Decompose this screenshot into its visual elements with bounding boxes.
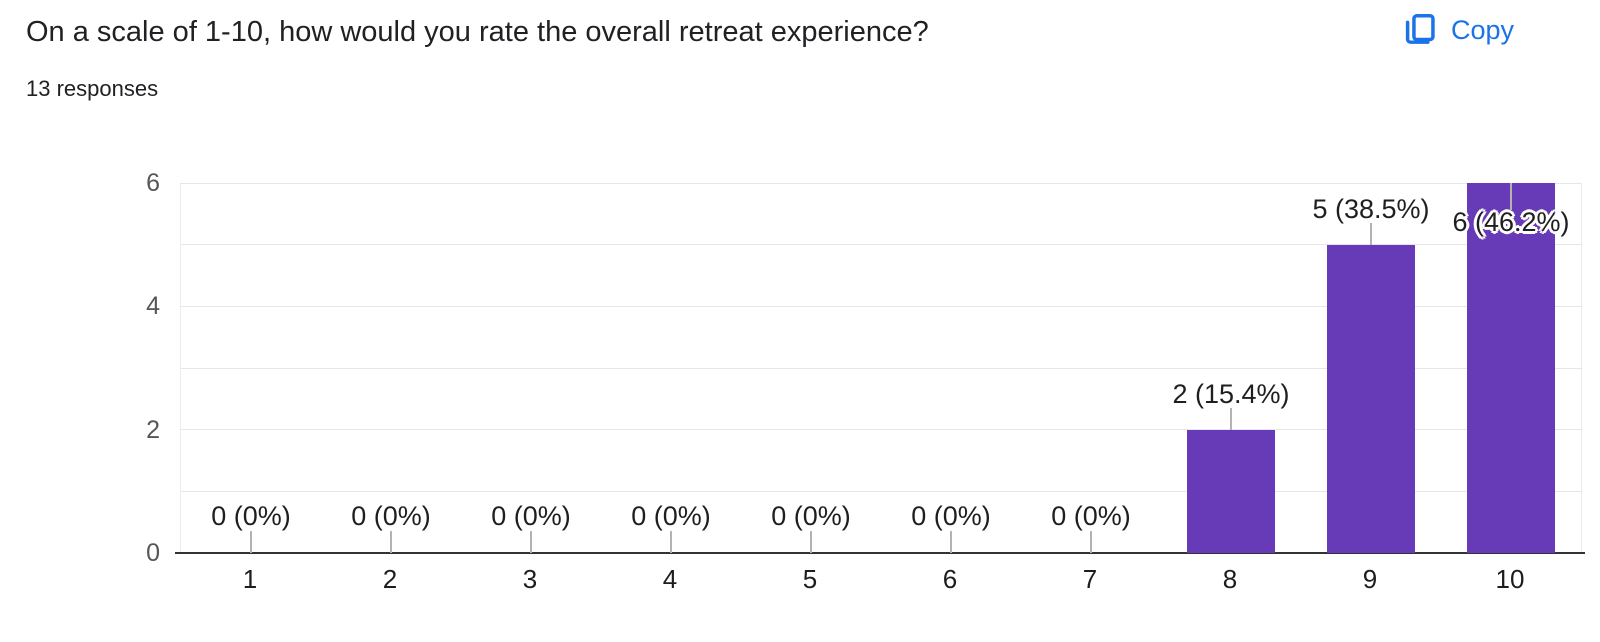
copy-button-label: Copy: [1450, 14, 1514, 45]
bar-8[interactable]: [1187, 429, 1275, 553]
responses-count: 13 responses: [26, 76, 159, 101]
y-tick-label-0: 0: [146, 539, 160, 567]
x-tick-label-2: 2: [382, 564, 398, 594]
x-tick-label-6: 6: [942, 564, 958, 594]
annotation-stem-7: [1090, 531, 1092, 553]
plot-area: 0 (0%) 0 (0%) 0 (0%) 0 (0%) 0 (0%) 0 (0%) 0 (0…: [175, 182, 1585, 554]
y-tick-label-2: 2: [146, 415, 160, 444]
annotation-stem-5: [810, 531, 812, 553]
gridline-1: [180, 490, 1582, 492]
x-tick-label-4: 4: [662, 564, 678, 594]
y-tick-label-6: 6: [146, 169, 160, 197]
gridline-5: [180, 244, 1582, 246]
bar-value-label-9: 5 (38.5%): [1312, 193, 1430, 224]
annotation-stem-9: [1370, 222, 1372, 245]
x-tick-label-7: 7: [1082, 564, 1098, 594]
gridline-2: [180, 429, 1582, 431]
bar-value-label-4: 0 (0%): [631, 501, 711, 531]
bar-value-label-7: 0 (0%): [1051, 501, 1131, 531]
bar-value-label-2: 0 (0%): [351, 501, 431, 531]
annotation-stem-2: [390, 531, 392, 553]
copy-button[interactable]: Copy: [1398, 4, 1516, 56]
bar-value-label-1: 0 (0%): [211, 501, 291, 531]
gridline-6: [180, 182, 1582, 184]
question-title: On a scale of 1-10, how would you rate t…: [26, 16, 929, 48]
x-axis-baseline: [175, 552, 1585, 554]
bar-10[interactable]: [1467, 183, 1555, 553]
gridline-3: [180, 367, 1582, 369]
x-tick-label-1: 1: [242, 564, 258, 594]
bar-9[interactable]: [1327, 244, 1415, 553]
x-tick-label-10: 10: [1495, 564, 1525, 594]
x-tick-label-3: 3: [522, 564, 538, 594]
bar-value-label-3: 0 (0%): [491, 501, 571, 531]
bar-value-label-8: 2 (15.4%): [1172, 378, 1290, 409]
bar-value-label-6: 0 (0%): [911, 501, 991, 531]
gridline-4: [180, 305, 1582, 307]
x-tick-label-9: 9: [1362, 564, 1378, 594]
bar-value-label-10: 6 (46.2%): [1452, 207, 1570, 237]
x-tick-label-5: 5: [802, 564, 818, 594]
bar-value-label-5: 0 (0%): [771, 501, 851, 531]
copy-icon: [1400, 11, 1438, 49]
annotation-stem-6: [950, 531, 952, 553]
y-tick-label-4: 4: [146, 292, 160, 321]
annotation-stem-10: [1510, 183, 1512, 210]
annotation-stem-4: [670, 531, 672, 553]
annotation-stem-3: [530, 531, 532, 553]
annotation-stem-8: [1230, 407, 1232, 430]
x-tick-label-8: 8: [1222, 564, 1238, 594]
annotation-stem-1: [250, 531, 252, 553]
